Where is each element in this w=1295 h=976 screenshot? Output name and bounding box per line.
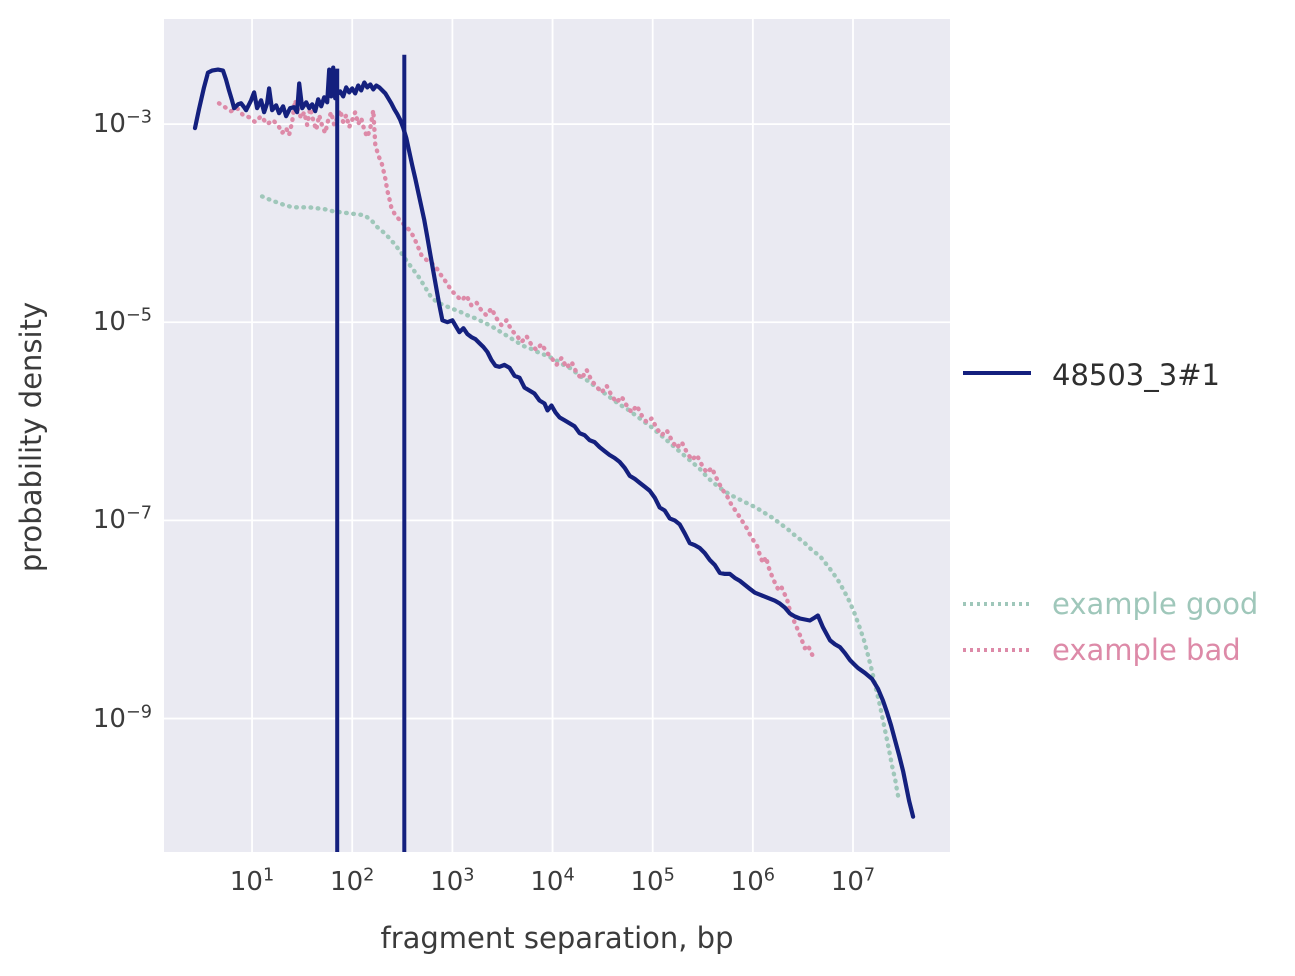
x-tick-label-1e4: 104 [530, 865, 575, 897]
x-axis-label: fragment separation, bp [380, 921, 734, 955]
x-tick-label-1e7: 107 [830, 865, 876, 897]
x-tick-label-1e5: 105 [630, 865, 675, 897]
legend-item-example-good: example good [963, 586, 1258, 622]
legend-item-example-bad: example bad [963, 632, 1258, 668]
series-line-48503-3-1 [192, 65, 916, 819]
y-tick-label-1e-5: 10−5 [92, 305, 152, 338]
legend-line-sample-dotted-good [963, 602, 1031, 606]
x-tick-label-1e1: 101 [229, 865, 275, 897]
legend-examples: example good example bad [963, 586, 1258, 668]
legend-line-sample-dotted-bad [963, 648, 1031, 652]
series-line-example-bad [216, 98, 817, 661]
legend-label-48503-3-1: 48503_3#1 [1052, 357, 1220, 392]
x-tick-label-1e3: 103 [430, 865, 475, 897]
y-tick-label-1e-3: 10−3 [92, 107, 152, 140]
legend-label-example-good: example good [1052, 586, 1259, 621]
y-axis-label: probability density [14, 301, 48, 573]
legend-line-sample-solid [963, 371, 1031, 379]
legend-primary: 48503_3#1 [963, 357, 1220, 393]
x-tick-label-1e2: 102 [330, 865, 375, 897]
y-tick-label-1e-7: 10−7 [92, 503, 152, 536]
legend-item-48503-3-1: 48503_3#1 [963, 357, 1220, 393]
y-tick-label-1e-9: 10−9 [92, 701, 152, 734]
x-tick-label-1e6: 106 [730, 865, 776, 897]
plot-background [164, 19, 950, 852]
legend-label-example-bad: example bad [1052, 632, 1241, 667]
